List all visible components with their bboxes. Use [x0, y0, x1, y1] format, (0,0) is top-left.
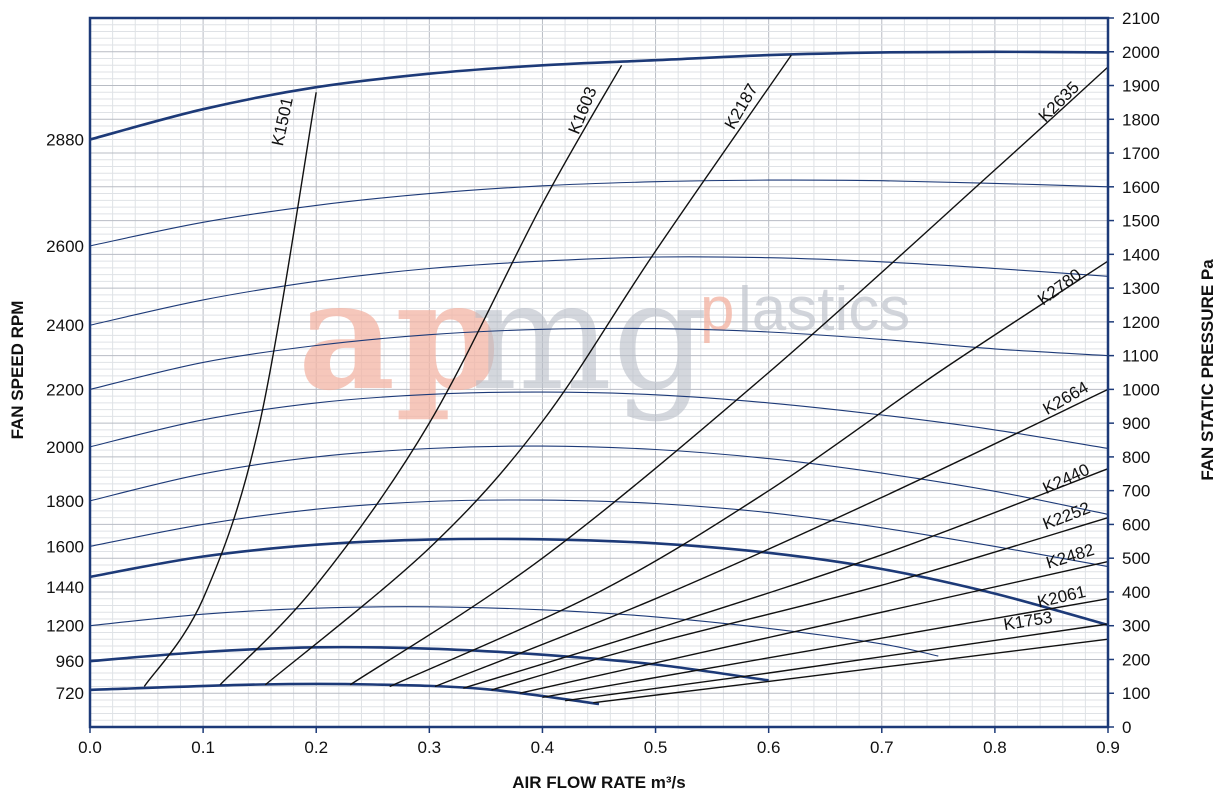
- axes: 0.0 0.1 0.2 0.3 0.4 0.5 0.6 0.7 0.8 0.90 100 200 300…: [46, 9, 1160, 757]
- y-right-tick-label: 2000: [1122, 43, 1160, 62]
- y-right-tick-label: 1600: [1122, 178, 1160, 197]
- curve-label-k2664: K2664: [1040, 378, 1092, 419]
- x-tick-label: 0.6: [757, 738, 781, 757]
- plot-frame: [88, 16, 1110, 729]
- y-right-tick-label: 200: [1122, 650, 1150, 669]
- y-left-tick-label: 2880: [46, 131, 84, 150]
- system-curve-k2252: [491, 517, 1109, 691]
- y-right-tick-label: 600: [1122, 515, 1150, 534]
- x-tick-label: 0.8: [983, 738, 1007, 757]
- fan-curve-960-rpm: [89, 645, 769, 682]
- x-tick-label: 0.0: [78, 738, 102, 757]
- y-left-tick-label: 2400: [46, 316, 84, 335]
- y-right-tick-label: 1900: [1122, 77, 1160, 96]
- y-left-tick-label: 1200: [46, 617, 84, 636]
- y-left-tick-label: 1600: [46, 537, 84, 556]
- y-right-tick-label: 1000: [1122, 380, 1160, 399]
- system-curve-k1501: [143, 92, 317, 687]
- y-right-tick-label: 1100: [1122, 347, 1159, 366]
- fan-curve-2600-rpm: [89, 179, 1109, 247]
- y-right-tick-label: 1700: [1122, 144, 1160, 163]
- y-right-tick-label: 100: [1122, 684, 1150, 703]
- system-curve-k1753: [565, 623, 1109, 702]
- system-curve-k2061: [542, 598, 1109, 698]
- x-tick-label: 0.5: [644, 738, 668, 757]
- x-tick-label: 0.3: [418, 738, 442, 757]
- y-right-tick-label: 900: [1122, 414, 1150, 433]
- system-curve-k2482: [519, 560, 1109, 694]
- fan-curve-1800-rpm: [89, 445, 1109, 515]
- fan-curve-1440-rpm: [89, 537, 1109, 627]
- curve-label-k1753: K1753: [1002, 608, 1054, 634]
- fan-curve-1200-rpm: [89, 606, 939, 657]
- curve-label-k2440: K2440: [1040, 460, 1093, 498]
- watermark-text-p: p: [700, 275, 734, 344]
- y-right-tick-label: 800: [1122, 448, 1150, 467]
- system-curve-k1603: [219, 64, 623, 686]
- y-axis-right-title: FAN STATIC PRESSURE Pa: [1198, 259, 1217, 481]
- system-curve-k2664: [434, 388, 1109, 688]
- fan-curve-2200-rpm: [89, 327, 1109, 390]
- watermark-logo: ap mg p lastics: [298, 248, 910, 424]
- system-curve-k2635: [349, 66, 1109, 686]
- y-right-tick-label: 1800: [1122, 110, 1160, 129]
- x-tick-label: 0.2: [304, 738, 328, 757]
- y-left-tick-label: 1800: [46, 492, 84, 511]
- y-right-tick-label: 1500: [1122, 212, 1160, 231]
- system-curves: [143, 54, 1109, 704]
- watermark-text-lastics: lastics: [738, 275, 910, 344]
- x-tick-label: 0.1: [191, 738, 215, 757]
- y-right-tick-label: 700: [1122, 482, 1150, 501]
- x-tick-label: 0.4: [531, 738, 555, 757]
- y-right-tick-label: 1200: [1122, 313, 1160, 332]
- y-left-tick-label: 2200: [46, 380, 84, 399]
- system-curve-k2440: [463, 468, 1109, 689]
- fan-speed-curves: [89, 50, 1109, 706]
- fan-curve-2880-rpm: [89, 50, 1109, 141]
- y-left-tick-label: 2000: [46, 438, 84, 457]
- y-axis-left-title: FAN SPEED RPM: [8, 301, 27, 440]
- y-right-tick-label: 400: [1122, 583, 1150, 602]
- grid: [89, 17, 1109, 728]
- y-right-tick-label: 300: [1122, 617, 1150, 636]
- y-left-tick-label: 720: [56, 684, 84, 703]
- x-tick-label: 0.7: [870, 738, 894, 757]
- x-tick-label: 0.9: [1096, 738, 1120, 757]
- y-right-tick-label: 500: [1122, 549, 1150, 568]
- fan-curve-720-rpm: [89, 682, 600, 706]
- y-right-tick-label: 2100: [1122, 9, 1160, 28]
- fan-curve-1600-rpm: [89, 499, 1109, 568]
- y-right-tick-label: 0: [1122, 718, 1131, 737]
- y-left-tick-label: 960: [56, 652, 84, 671]
- fan-curve-2000-rpm: [89, 391, 1109, 450]
- fan-curve-2400-rpm: [89, 256, 1109, 326]
- system-curve-k2780: [389, 260, 1109, 688]
- y-left-tick-label: 1440: [46, 578, 84, 597]
- watermark-text-ap: ap: [298, 248, 500, 424]
- y-right-tick-label: 1400: [1122, 245, 1160, 264]
- y-right-tick-label: 1300: [1122, 279, 1160, 298]
- system-curve-k2187: [264, 54, 792, 686]
- system-curve-unlabeled-11: [593, 638, 1109, 704]
- y-left-tick-label: 2600: [46, 237, 84, 256]
- x-axis-title: AIR FLOW RATE m³/s: [512, 773, 685, 792]
